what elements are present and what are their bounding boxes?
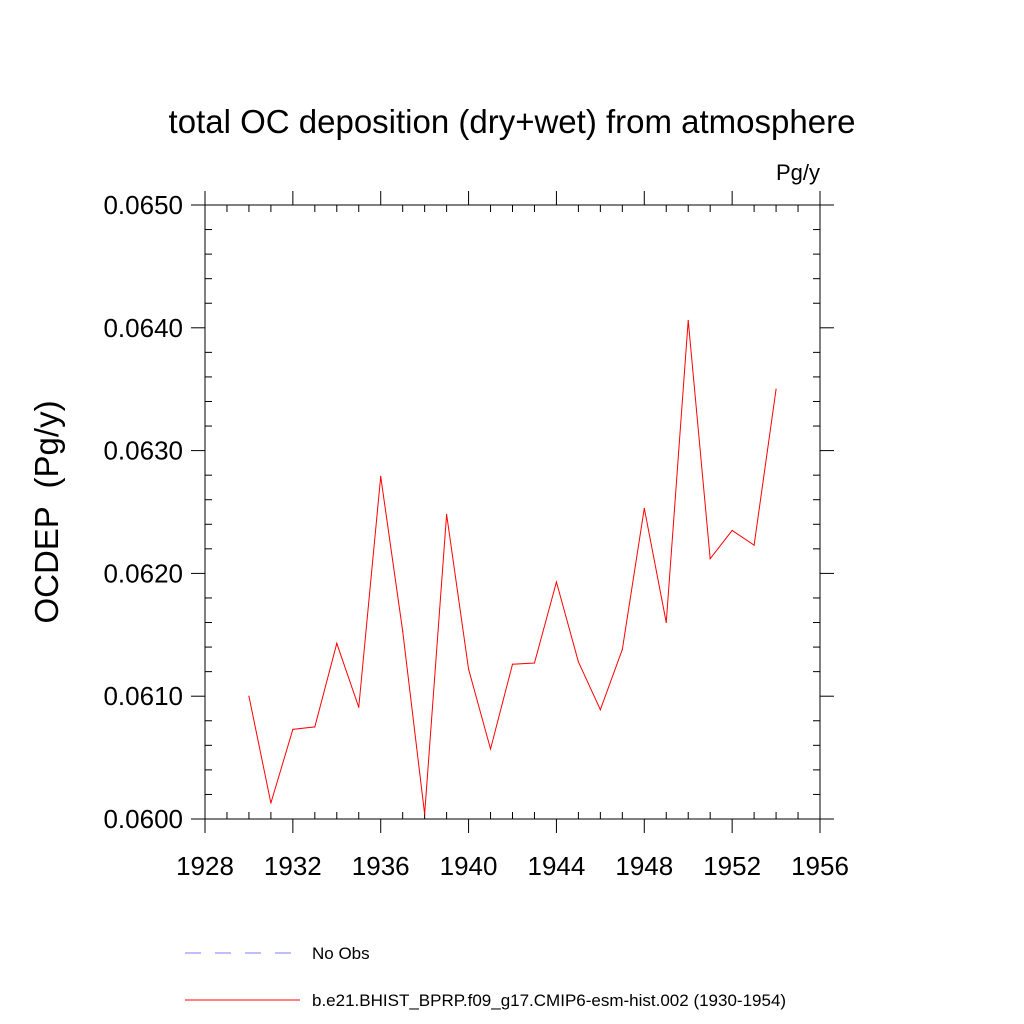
data-point — [709, 558, 711, 560]
data-point — [314, 726, 316, 728]
data-point — [621, 648, 623, 651]
x-tick-label: 1956 — [791, 851, 849, 881]
y-tick-label: 0.0630 — [103, 436, 183, 466]
plot-frame — [204, 204, 821, 820]
series-line — [248, 320, 777, 815]
data-point — [533, 662, 536, 664]
data-point — [467, 668, 470, 670]
data-point — [446, 513, 448, 516]
y-tick-label: 0.0620 — [103, 558, 183, 588]
x-tick-label: 1932 — [264, 851, 322, 881]
data-point — [511, 663, 514, 665]
chart-title: total OC deposition (dry+wet) from atmos… — [169, 103, 856, 140]
data-point — [270, 802, 272, 804]
data-point — [358, 706, 360, 708]
data-point — [753, 544, 755, 546]
y-tick-label: 0.0650 — [103, 190, 183, 220]
units-label: Pg/y — [776, 160, 820, 185]
data-point — [336, 642, 338, 644]
data-point — [555, 581, 558, 583]
x-tick-label: 1944 — [528, 851, 586, 881]
data-point — [248, 695, 250, 697]
legend-label-model: b.e21.BHIST_BPRP.f09_g17.CMIP6-esm-hist.… — [312, 991, 786, 1010]
y-tick-label: 0.0610 — [103, 681, 183, 711]
y-tick-label: 0.0640 — [103, 313, 183, 343]
x-tick-label: 1952 — [703, 851, 761, 881]
x-tick-label: 1928 — [176, 851, 234, 881]
y-tick-label: 0.0600 — [103, 804, 183, 834]
data-point — [402, 630, 404, 632]
data-point — [424, 813, 426, 815]
legend-label-no-obs: No Obs — [312, 944, 370, 963]
data-point — [731, 529, 733, 532]
data-point — [380, 475, 382, 477]
x-tick-label: 1936 — [352, 851, 410, 881]
data-point — [599, 709, 601, 711]
legend: No Obs b.e21.BHIST_BPRP.f09_g17.CMIP6-es… — [185, 944, 786, 1010]
y-axis-label: OCDEP (Pg/y) — [28, 400, 65, 623]
x-tick-label: 1940 — [440, 851, 498, 881]
x-tick-label: 1948 — [615, 851, 673, 881]
data-point — [687, 319, 689, 322]
data-point — [775, 388, 777, 390]
data-point — [489, 748, 492, 750]
data-point — [577, 661, 579, 663]
ticks-layer: 1928 1932 1936 1940 1944 1948 1952 1956 0.0600 0.… — [103, 190, 848, 881]
data-point — [643, 507, 645, 509]
data-point — [665, 621, 667, 624]
series-layer — [248, 319, 777, 815]
data-point — [292, 728, 294, 730]
